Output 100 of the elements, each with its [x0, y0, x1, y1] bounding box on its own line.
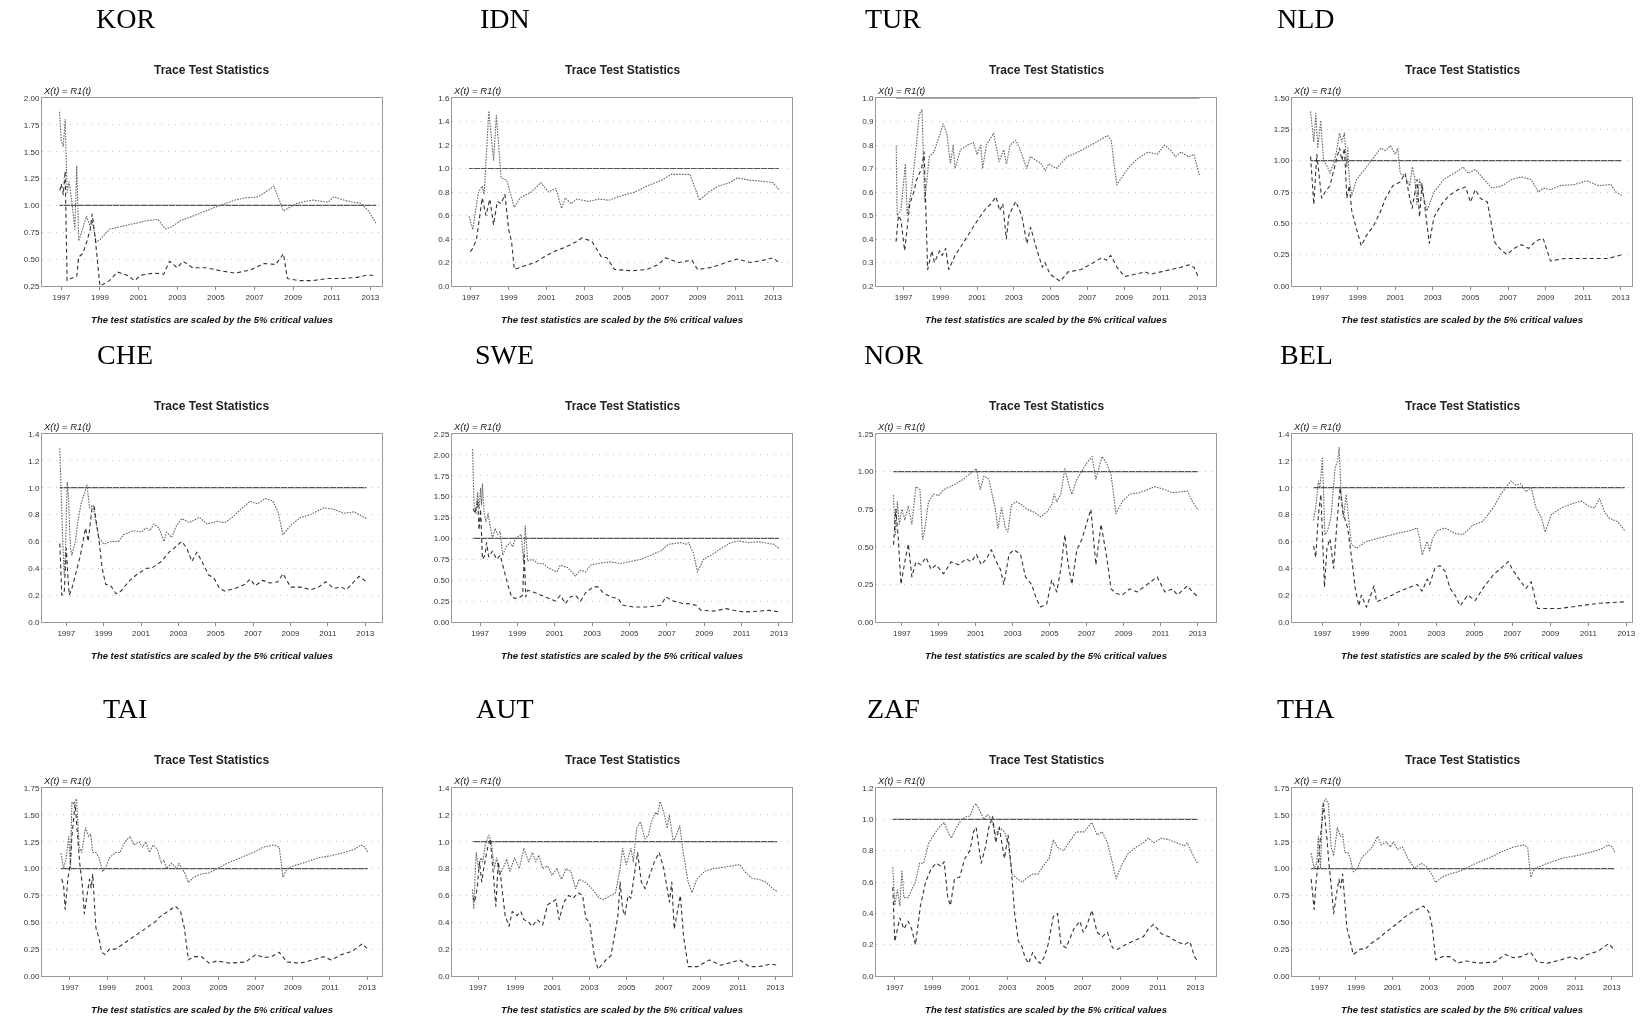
x-tick-label: 2011 — [1152, 292, 1171, 302]
x-tick-label: 2001 — [1383, 982, 1402, 992]
y-tick-label: 0.4 — [862, 909, 874, 919]
x-tick-label: 2013 — [356, 628, 375, 638]
y-tick-label: 0.50 — [857, 542, 874, 552]
text: X(t) = R1(t) — [43, 775, 92, 786]
chart-title: SWE — [475, 339, 535, 370]
x-tick-label: 2007 — [1078, 292, 1097, 302]
text: X(t) = R1(t) — [877, 85, 926, 96]
y-tick-label: 1.00 — [23, 201, 40, 211]
x-tick-label: 2009 — [1536, 292, 1556, 302]
y-tick-label: 0.2 — [862, 940, 874, 950]
y-tick-label: 1.50 — [1273, 810, 1290, 820]
line-series — [895, 109, 1201, 217]
text: X(t) = R1(t) — [877, 421, 926, 432]
x-tick-label: 2003 — [172, 982, 191, 992]
x-tick-label: 1997 — [892, 628, 912, 638]
y-tick-label: 0.25 — [1273, 250, 1290, 260]
x-tick-label: 2009 — [692, 982, 711, 992]
y-tick-label: 1.2 — [28, 456, 40, 466]
x-tick-label: 2009 — [1115, 292, 1134, 302]
chart-subtitle: Trace Test Statistics — [565, 63, 681, 77]
y-tick-label: 1.00 — [1273, 864, 1290, 874]
x-tick-label: 2001 — [545, 628, 565, 638]
x-tick-label: 1997 — [60, 982, 80, 992]
line-series — [1309, 109, 1623, 212]
y-tick-label: 0.8 — [862, 140, 874, 150]
x-tick-label: 2001 — [1386, 292, 1405, 302]
line-series — [895, 151, 1199, 282]
y-tick-label: 0.25 — [23, 944, 40, 954]
x-tick-label: 1999 — [506, 982, 525, 992]
x-tick-label: 2003 — [583, 628, 602, 638]
chart-subtitle: Trace Test Statistics — [154, 753, 270, 767]
line-series — [892, 456, 1199, 540]
y-tick-label: 0.7 — [862, 164, 874, 174]
y-tick-label: 0.50 — [23, 254, 40, 264]
x-axis-title: The test statistics are scaled by the 5% critical values — [91, 313, 333, 325]
y-tick-label: 0.2 — [438, 258, 450, 268]
x-tick-label: 1997 — [1310, 982, 1329, 992]
x-tick-label: 1999 — [1348, 292, 1368, 302]
x-tick-label: 2009 — [283, 982, 303, 992]
x-tick-label: 2013 — [770, 628, 789, 638]
x-tick-label: 2007 — [1073, 982, 1093, 992]
chart-title: TAI — [103, 693, 148, 724]
x-tick-label: 2011 — [732, 628, 751, 638]
y-tick-label: 1.4 — [1278, 429, 1290, 439]
x-tick-label: 2003 — [580, 982, 599, 992]
y-tick-label: 0.6 — [862, 187, 874, 197]
x-tick-label: 1999 — [91, 292, 110, 302]
x-tick-label: 2009 — [284, 292, 303, 302]
x-axis-title: The test statistics are scaled by the 5% critical values — [501, 1003, 743, 1015]
x-tick-label: 2013 — [764, 292, 783, 302]
x-tick-label: 2001 — [135, 982, 154, 992]
x-tick-label: 1999 — [1351, 628, 1370, 638]
x-tick-label: 2003 — [575, 292, 594, 302]
chart-subtitle: Trace Test Statistics — [154, 399, 270, 413]
y-tick-label: 2.00 — [433, 450, 450, 460]
line-series — [892, 803, 1198, 907]
y-tick-label: 0.00 — [1273, 971, 1290, 981]
x-tick-label: 1999 — [98, 982, 117, 992]
x-tick-label: 2013 — [1611, 292, 1631, 302]
chart-subtitle: Trace Test Statistics — [989, 63, 1105, 77]
y-tick-label: 0.25 — [857, 580, 874, 590]
line-series — [1309, 147, 1623, 262]
x-tick-label: 1997 — [469, 982, 488, 992]
x-axis-title: The test statistics are scaled by the 5% critical values — [501, 313, 743, 325]
x-axis-title: The test statistics are scaled by the 5% critical values — [1341, 649, 1583, 661]
y-tick-label: 1.2 — [438, 810, 450, 820]
x-tick-label: 2011 — [1151, 628, 1170, 638]
line-series — [58, 110, 377, 243]
x-tick-label: 2003 — [998, 982, 1017, 992]
x-axis-title: The test statistics are scaled by the 5% critical values — [1341, 1003, 1583, 1015]
y-tick-label: 0.6 — [1278, 537, 1290, 547]
line-series — [472, 500, 780, 613]
x-tick-label: 2005 — [617, 982, 637, 992]
y-tick-label: 1.6 — [438, 93, 450, 103]
text: X(t) = R1(t) — [453, 85, 502, 96]
x-tick-label: 1997 — [461, 292, 481, 302]
y-tick-label: 0.50 — [1273, 918, 1290, 928]
y-tick-label: 1.00 — [857, 467, 874, 477]
y-tick-label: 0.0 — [438, 971, 450, 981]
text: X(t) = R1(t) — [453, 421, 502, 432]
x-tick-label: 2007 — [657, 628, 677, 638]
x-axis-title: The test statistics are scaled by the 5% critical values — [925, 313, 1167, 325]
x-axis-title: The test statistics are scaled by the 5% critical values — [925, 1003, 1167, 1015]
y-tick-label: 1.50 — [23, 810, 40, 820]
x-tick-label: 2013 — [361, 292, 380, 302]
x-tick-label: 2013 — [1188, 628, 1207, 638]
text: X(t) = R1(t) — [43, 85, 92, 96]
y-tick-label: 1.4 — [28, 429, 40, 439]
y-tick-label: 0.4 — [862, 234, 874, 244]
y-tick-label: 0.0 — [1278, 617, 1290, 627]
chart-subtitle: Trace Test Statistics — [1405, 63, 1521, 77]
y-tick-label: 0.4 — [438, 234, 450, 244]
x-tick-label: 1997 — [1311, 292, 1330, 302]
x-tick-label: 1999 — [94, 628, 114, 638]
y-tick-label: 0.4 — [438, 918, 450, 928]
y-tick-label: 0.8 — [28, 510, 40, 520]
x-tick-label: 2007 — [654, 982, 674, 992]
y-tick-label: 0.50 — [433, 576, 450, 586]
